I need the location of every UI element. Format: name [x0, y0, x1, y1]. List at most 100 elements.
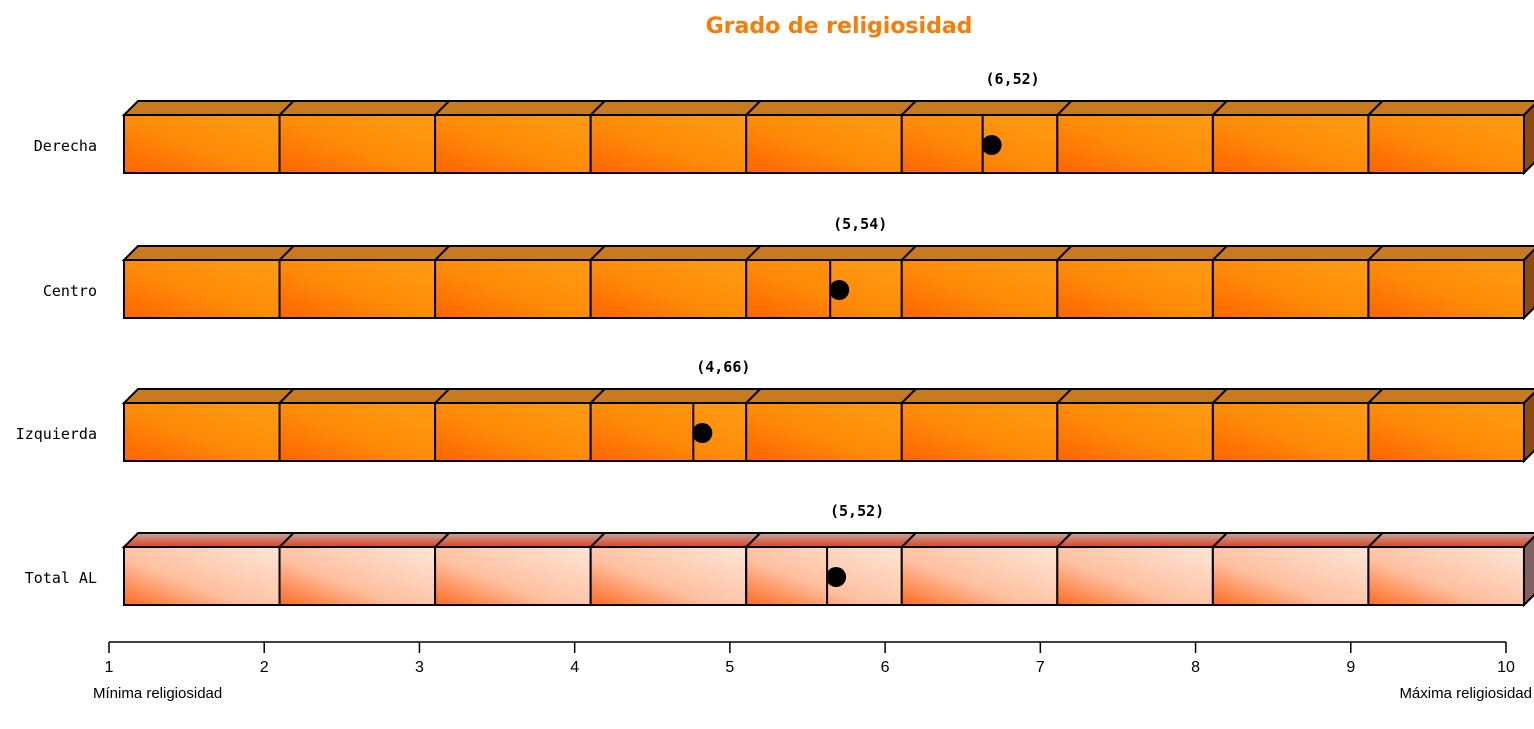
x-tick-label: 1 [105, 659, 114, 676]
bar-segment-izquierda [123, 402, 281, 462]
bar-segment-centro [1211, 259, 1370, 319]
bar-top-divider-izquierda [745, 388, 761, 404]
value-marker-centro [829, 280, 850, 300]
bar-segment-derecha [589, 114, 748, 174]
bar-segment-izquierda [1211, 402, 1370, 462]
bar-top-divider-total-al [278, 532, 295, 548]
bar-segment-total-al [745, 546, 903, 606]
bar-top-divider-total-al [434, 532, 450, 548]
bar-segment-centro [1367, 259, 1525, 319]
bar-segment-centro [123, 259, 281, 319]
bar-segment-izquierda [745, 402, 903, 462]
bar-segment-derecha [1056, 114, 1214, 174]
bar-top-divider-izquierda [278, 388, 295, 404]
bar-top-divider-total-al [589, 532, 606, 548]
bar-segment-centro [900, 259, 1059, 319]
category-label-derecha: Derecha [34, 137, 97, 155]
bar-segment-izquierda [1367, 402, 1525, 462]
value-label-izquierda: (4,66) [696, 358, 750, 376]
bar-segment-derecha [278, 114, 437, 174]
bar-segment-derecha [434, 114, 592, 174]
x-tick-label: 10 [1497, 659, 1515, 676]
bar-segment-derecha [745, 114, 903, 174]
x-tick-label: 2 [260, 659, 269, 676]
bar-top-divider-izquierda [589, 388, 606, 404]
bar-top-divider-izquierda [1367, 388, 1384, 404]
bar-top-centro [121, 245, 1534, 261]
bar-top-divider-centro [1056, 245, 1073, 261]
bar-top-divider-centro [1212, 245, 1228, 261]
bar-segment-centro [589, 259, 748, 319]
bar-segment-centro [745, 259, 903, 319]
bars-group: (6,52) Derecha (5,54) Centro (4,66) Izquierda… [16, 70, 1534, 608]
bar-top-divider-derecha [434, 100, 450, 116]
bar-top-divider-centro [278, 245, 295, 261]
x-min-label: Mínima religiosidad [93, 685, 222, 702]
x-tick-label: 8 [1191, 659, 1200, 676]
bar-segment-total-al [589, 546, 748, 606]
bar-top-divider-centro [589, 245, 606, 261]
value-label-derecha: (6,52) [986, 70, 1040, 88]
bar-segment-izquierda [278, 402, 437, 462]
bar-segment-derecha [123, 114, 281, 174]
bar-segment-izquierda [900, 402, 1059, 462]
bar-segment-total-al [278, 546, 437, 606]
bar-segment-total-al [1211, 546, 1370, 606]
bar-segment-centro [434, 259, 592, 319]
bar-top-divider-centro [901, 245, 917, 261]
x-tick-label: 7 [1036, 659, 1045, 676]
x-tick-label: 6 [881, 659, 890, 676]
bar-segment-total-al [1367, 546, 1525, 606]
bar-segment-derecha [900, 114, 1059, 174]
bar-segment-izquierda [434, 402, 592, 462]
value-label-centro: (5,54) [833, 215, 887, 233]
bar-top-divider-total-al [1056, 532, 1073, 548]
bar-top-izquierda [121, 388, 1534, 404]
category-label-centro: Centro [43, 282, 97, 300]
bar-segment-centro [278, 259, 437, 319]
bar-top-divider-izquierda [901, 388, 917, 404]
x-tick-label: 9 [1346, 659, 1355, 676]
bar-top-divider-centro [1367, 245, 1384, 261]
bar-top-divider-derecha [1367, 100, 1384, 116]
bar-top-divider-derecha [1212, 100, 1228, 116]
x-tick-label: 3 [415, 659, 424, 676]
bar-top-divider-centro [745, 245, 761, 261]
bar-top-divider-izquierda [434, 388, 450, 404]
bar-top-divider-izquierda [1056, 388, 1073, 404]
x-tick-label: 5 [725, 659, 734, 676]
bar-segment-izquierda [1056, 402, 1214, 462]
bar-segment-total-al [123, 546, 281, 606]
x-axis: 1 2 3 4 5 6 7 8 9 10 [105, 641, 1515, 676]
bar-segment-total-al [900, 546, 1059, 606]
x-tick-label: 4 [570, 659, 579, 676]
bar-top-divider-derecha [901, 100, 917, 116]
bar-top-divider-derecha [745, 100, 761, 116]
bar-segment-centro [1056, 259, 1214, 319]
bar-top-divider-total-al [745, 532, 761, 548]
bar-top-divider-centro [434, 245, 450, 261]
bar-segment-total-al [434, 546, 592, 606]
bar-top-total-al [121, 532, 1534, 548]
chart-title: Grado de religiosidad [706, 14, 973, 39]
bar-top-divider-total-al [1212, 532, 1228, 548]
value-marker-total-al [826, 567, 847, 587]
bar-top-divider-total-al [901, 532, 917, 548]
bar-top-divider-derecha [589, 100, 606, 116]
bar-top-divider-derecha [278, 100, 295, 116]
bar-top-derecha [121, 100, 1534, 116]
value-marker-izquierda [692, 423, 713, 443]
x-max-label: Máxima religiosidad [1399, 685, 1532, 702]
category-label-izquierda: Izquierda [16, 425, 97, 443]
category-label-total-al: Total AL [25, 569, 97, 587]
bar-top-divider-derecha [1056, 100, 1073, 116]
bar-segment-derecha [1211, 114, 1370, 174]
bar-segment-derecha [1367, 114, 1525, 174]
bar-top-divider-izquierda [1212, 388, 1228, 404]
bar-top-divider-total-al [1367, 532, 1384, 548]
value-label-total-al: (5,52) [830, 502, 884, 520]
bar-segment-total-al [1056, 546, 1214, 606]
bar-segment-izquierda [589, 402, 748, 462]
value-marker-derecha [981, 135, 1002, 155]
